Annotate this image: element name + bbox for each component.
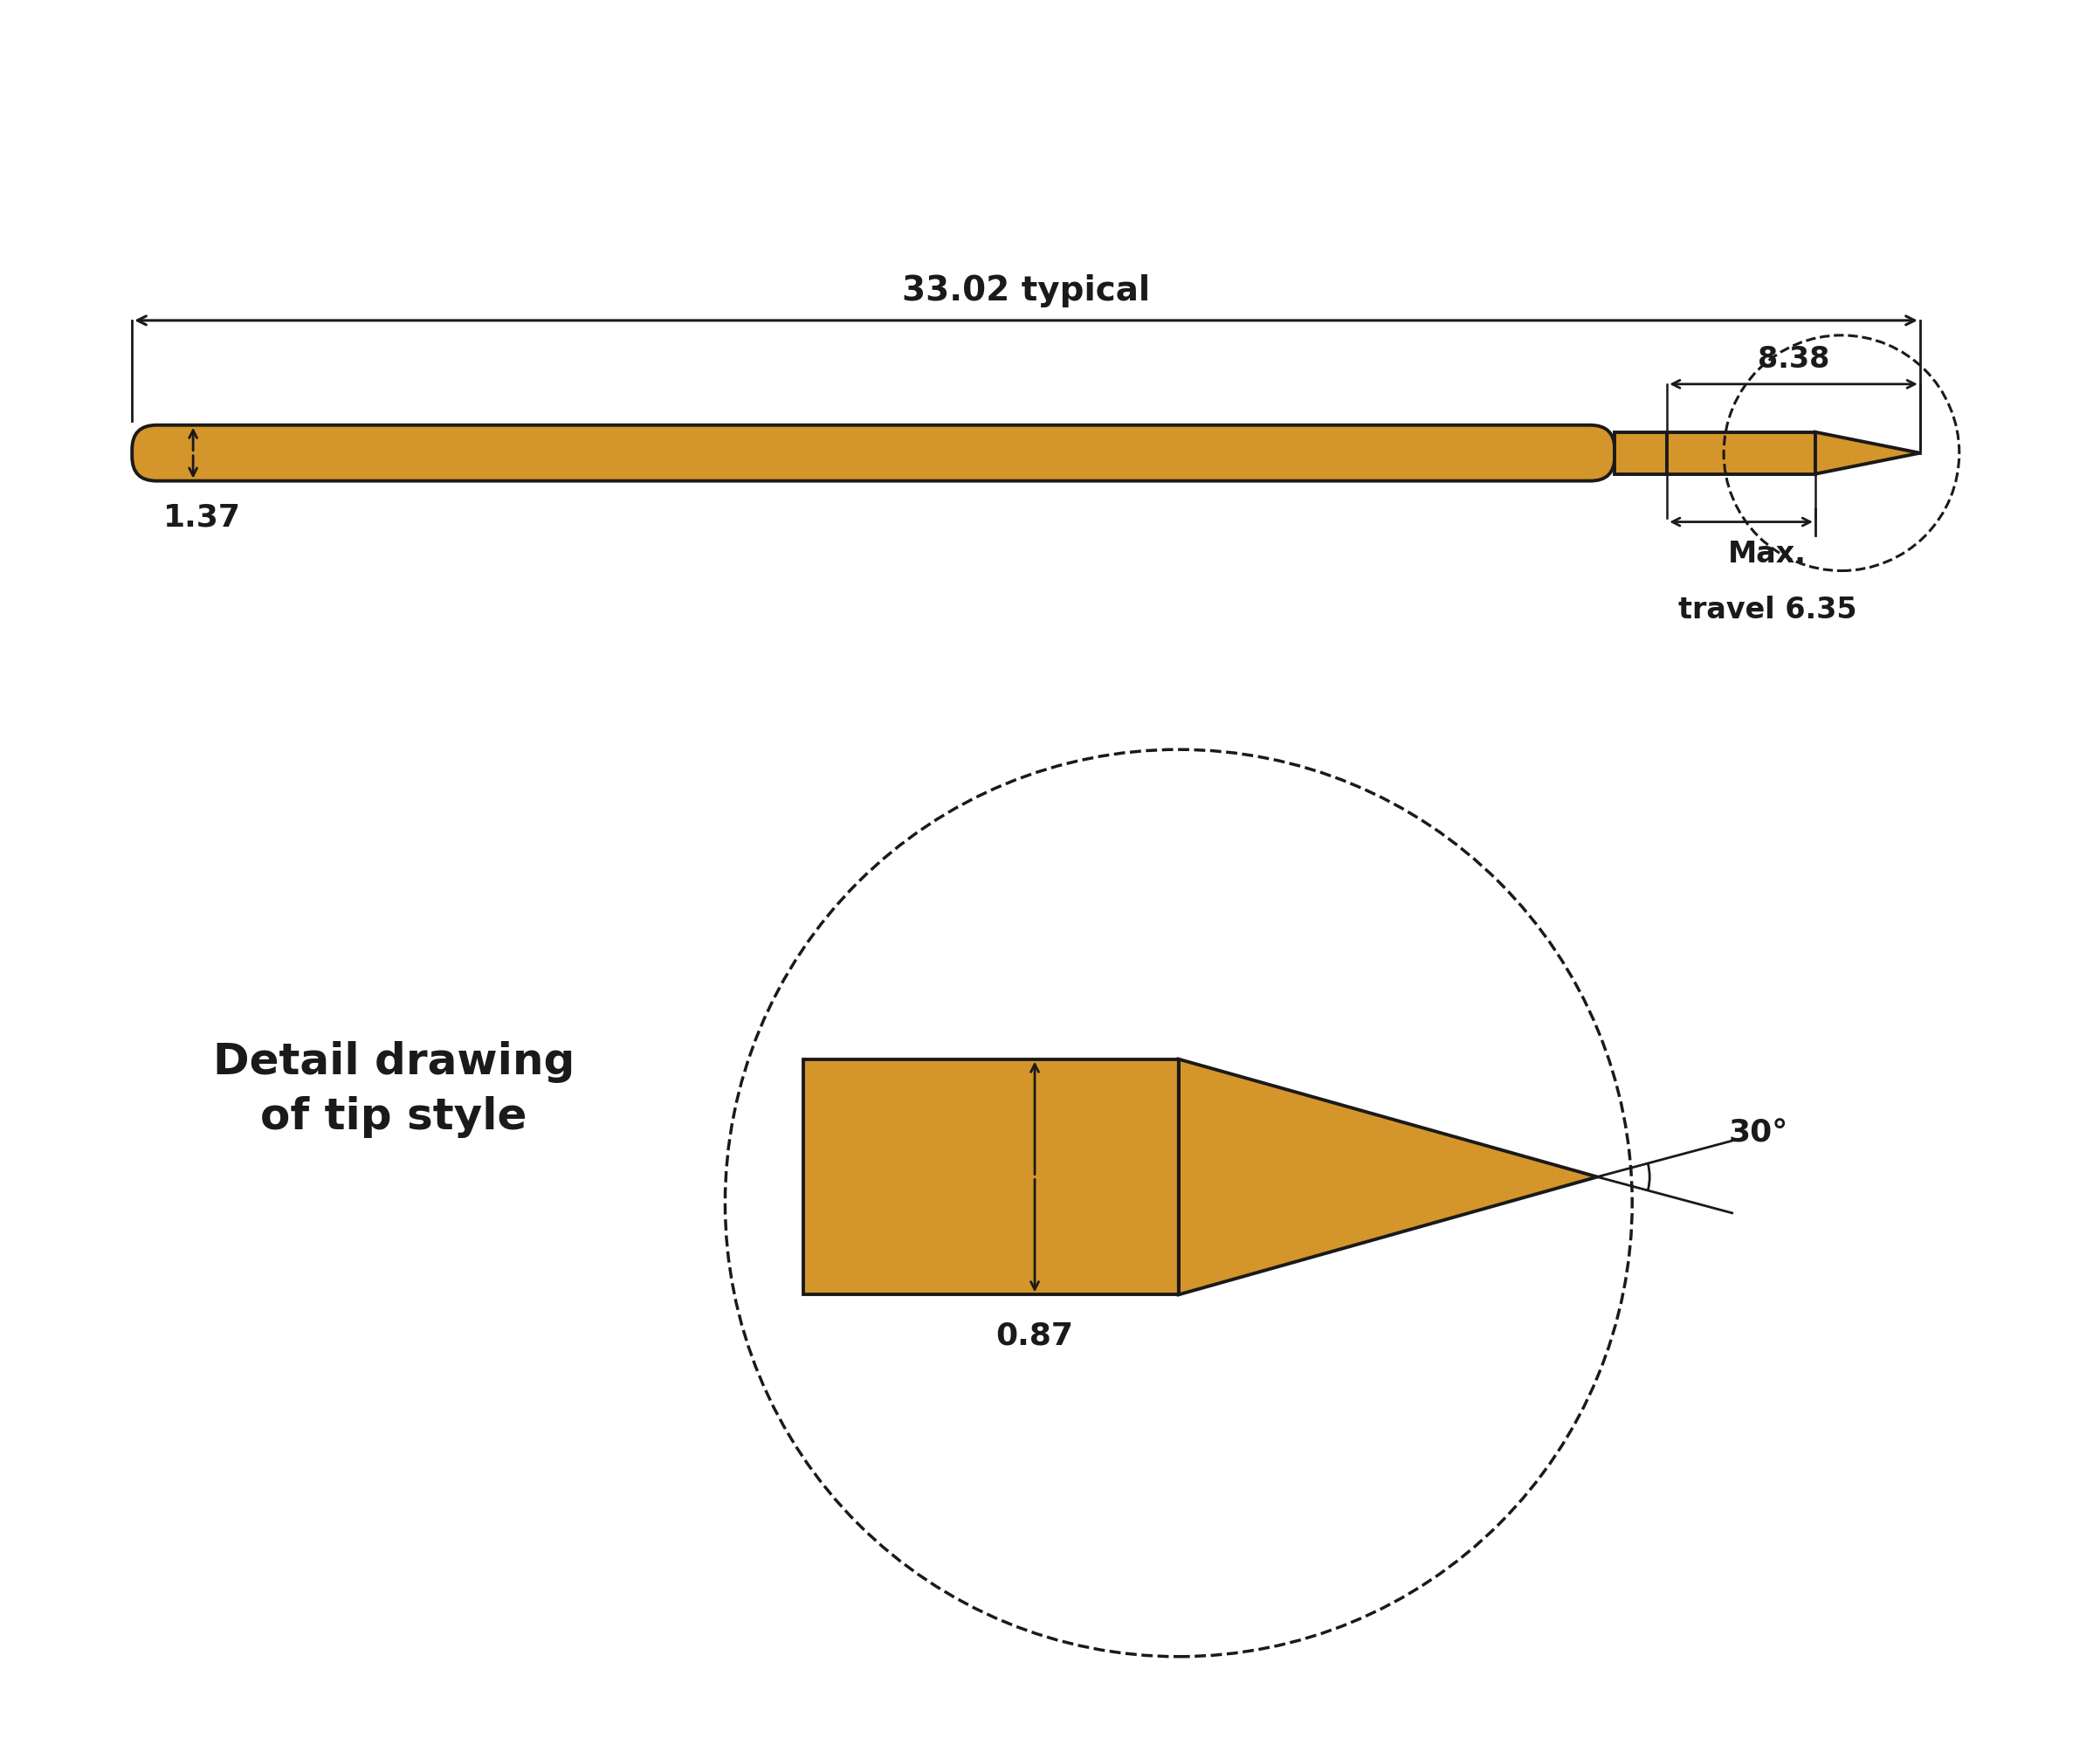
- Polygon shape: [1178, 1059, 1598, 1295]
- Text: 8.38: 8.38: [1758, 346, 1829, 373]
- Bar: [1615, 433, 1667, 475]
- Polygon shape: [1814, 433, 1919, 475]
- Text: 33.02 typical: 33.02 typical: [903, 274, 1151, 307]
- Text: 0.87: 0.87: [995, 1321, 1073, 1351]
- Text: 1.37: 1.37: [164, 503, 242, 532]
- Bar: [804, 1059, 1178, 1295]
- Bar: [1667, 433, 1814, 475]
- Text: 30°: 30°: [1728, 1119, 1787, 1148]
- Text: Detail drawing
of tip style: Detail drawing of tip style: [212, 1042, 575, 1138]
- FancyBboxPatch shape: [132, 426, 1615, 482]
- Text: Max.: Max.: [1728, 539, 1806, 569]
- Text: travel 6.35: travel 6.35: [1678, 597, 1856, 625]
